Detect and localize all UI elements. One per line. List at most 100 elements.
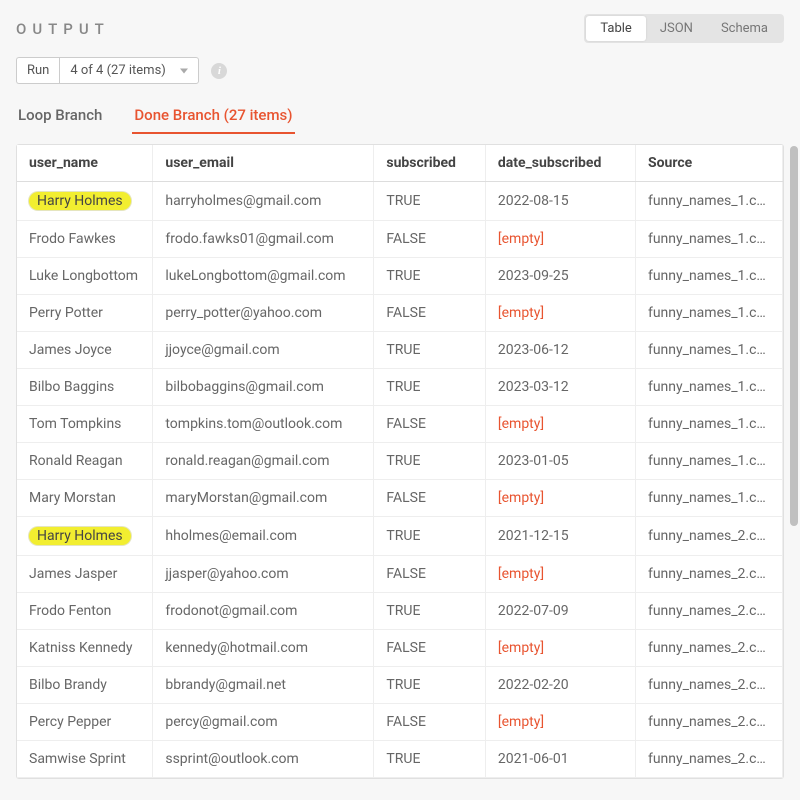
cell-subscribed: FALSE [374, 406, 486, 443]
cell-source: funny_names_2.csv [635, 741, 782, 778]
cell-date-subscribed: 2022-08-15 [485, 182, 635, 221]
cell-subscribed: TRUE [374, 517, 486, 556]
cell-user-name: Luke Longbottom [17, 258, 153, 295]
cell-subscribed: FALSE [374, 704, 486, 741]
cell-source: funny_names_1.csv [635, 332, 782, 369]
scrollbar[interactable] [788, 144, 798, 789]
empty-value: [empty] [498, 305, 544, 321]
cell-source: funny_names_1.csv [635, 258, 782, 295]
cell-user-email: jjasper@yahoo.com [153, 556, 374, 593]
table-row[interactable]: Ronald Reaganronald.reagan@gmail.comTRUE… [17, 443, 783, 480]
tab-loop-branch[interactable]: Loop Branch [16, 100, 104, 134]
cell-user-email: perry_potter@yahoo.com [153, 295, 374, 332]
view-mode-schema[interactable]: Schema [707, 16, 782, 41]
run-select[interactable]: 4 of 4 (27 items) [59, 57, 199, 84]
cell-user-email: jjoyce@gmail.com [153, 332, 374, 369]
cell-source: funny_names_2.csv [635, 517, 782, 556]
view-mode-table[interactable]: Table [586, 16, 645, 41]
cell-date-subscribed: 2023-09-25 [485, 258, 635, 295]
column-header-user_email[interactable]: user_email [153, 145, 374, 182]
table-row[interactable]: Bilbo Brandybbrandy@gmail.netTRUE2022-02… [17, 667, 783, 704]
empty-value: [empty] [498, 714, 544, 730]
table-row[interactable]: Tom Tompkinstompkins.tom@outlook.comFALS… [17, 406, 783, 443]
cell-user-name: Samwise Sprint [17, 741, 153, 778]
cell-source: funny_names_2.csv [635, 556, 782, 593]
cell-user-email: tompkins.tom@outlook.com [153, 406, 374, 443]
cell-user-name: Tom Tompkins [17, 406, 153, 443]
empty-value: [empty] [498, 416, 544, 432]
cell-date-subscribed: [empty] [485, 406, 635, 443]
column-header-date_subscribed[interactable]: date_subscribed [485, 145, 635, 182]
cell-source: funny_names_2.csv [635, 704, 782, 741]
column-header-subscribed[interactable]: subscribed [374, 145, 486, 182]
cell-user-name: Bilbo Baggins [17, 369, 153, 406]
run-select-value: 4 of 4 (27 items) [70, 63, 165, 78]
empty-value: [empty] [498, 490, 544, 506]
cell-user-name: Ronald Reagan [17, 443, 153, 480]
cell-source: funny_names_2.csv [635, 667, 782, 704]
view-mode-json[interactable]: JSON [646, 16, 707, 41]
column-header-user_name[interactable]: user_name [17, 145, 153, 182]
highlighted-name: Harry Holmes [29, 192, 131, 210]
cell-subscribed: TRUE [374, 593, 486, 630]
cell-user-name: Harry Holmes [17, 517, 153, 556]
empty-value: [empty] [498, 640, 544, 656]
branch-tabs: Loop Branch Done Branch (27 items) [16, 100, 784, 134]
table-row[interactable]: James Joycejjoyce@gmail.comTRUE2023-06-1… [17, 332, 783, 369]
cell-user-email: maryMorstan@gmail.com [153, 480, 374, 517]
table-row[interactable]: Bilbo Bagginsbilbobaggins@gmail.comTRUE2… [17, 369, 783, 406]
table-row[interactable]: Percy Pepperpercy@gmail.comFALSE[empty]f… [17, 704, 783, 741]
cell-user-email: kennedy@hotmail.com [153, 630, 374, 667]
table-row[interactable]: James Jasperjjasper@yahoo.comFALSE [empty… [17, 556, 783, 593]
table-row[interactable]: Luke LongbottomlukeLongbottom@gmail.comT… [17, 258, 783, 295]
run-button[interactable]: Run [16, 57, 59, 84]
cell-user-name: Frodo Fenton [17, 593, 153, 630]
tab-done-branch-27-items[interactable]: Done Branch (27 items) [132, 100, 294, 134]
table-row[interactable]: Frodo Fawkesfrodo.fawks01@gmail.comFALSE… [17, 221, 783, 258]
cell-user-email: ssprint@outlook.com [153, 741, 374, 778]
cell-source: funny_names_2.csv [635, 593, 782, 630]
cell-date-subscribed: 2021-12-15 [485, 517, 635, 556]
cell-subscribed: TRUE [374, 741, 486, 778]
cell-subscribed: TRUE [374, 332, 486, 369]
cell-subscribed: FALSE [374, 630, 486, 667]
cell-subscribed: TRUE [374, 443, 486, 480]
cell-user-email: bbrandy@gmail.net [153, 667, 374, 704]
cell-date-subscribed: 2022-07-09 [485, 593, 635, 630]
cell-subscribed: TRUE [374, 369, 486, 406]
cell-date-subscribed: [empty] [485, 630, 635, 667]
table-row[interactable]: Perry Potterperry_potter@yahoo.comFALSE[… [17, 295, 783, 332]
cell-user-name: Frodo Fawkes [17, 221, 153, 258]
cell-source: funny_names_2.csv [635, 630, 782, 667]
table-row[interactable]: Harry Holmesharryholmes@gmail.comTRUE202… [17, 182, 783, 221]
cell-user-email: ronald.reagan@gmail.com [153, 443, 374, 480]
cell-user-name: Bilbo Brandy [17, 667, 153, 704]
cell-date-subscribed: [empty] [485, 295, 635, 332]
cell-date-subscribed: 2023-01-05 [485, 443, 635, 480]
cell-date-subscribed: 2023-06-12 [485, 332, 635, 369]
cell-user-name: James Jasper [17, 556, 153, 593]
cell-subscribed: FALSE [374, 480, 486, 517]
cell-subscribed: FALSE [374, 295, 486, 332]
info-icon[interactable]: i [211, 63, 227, 79]
empty-value: [empty] [498, 566, 544, 582]
view-mode-toggle: TableJSONSchema [584, 14, 784, 43]
table-row[interactable]: Harry Holmeshholmes@email.comTRUE2021-12… [17, 517, 783, 556]
table-row[interactable]: Mary MorstanmaryMorstan@gmail.comFALSE[e… [17, 480, 783, 517]
cell-user-email: frodonot@gmail.com [153, 593, 374, 630]
cell-date-subscribed: [empty] [485, 556, 635, 593]
column-header-source[interactable]: Source [635, 145, 782, 182]
cell-subscribed: FALSE [374, 556, 486, 593]
cell-source: funny_names_1.csv [635, 369, 782, 406]
scrollbar-thumb[interactable] [790, 146, 798, 526]
table-row[interactable]: Frodo Fentonfrodonot@gmail.comTRUE2022-0… [17, 593, 783, 630]
cell-user-email: bilbobaggins@gmail.com [153, 369, 374, 406]
cell-date-subscribed: 2023-03-12 [485, 369, 635, 406]
cell-date-subscribed: 2022-02-20 [485, 667, 635, 704]
cell-user-name: Harry Holmes [17, 182, 153, 221]
cell-subscribed: FALSE [374, 221, 486, 258]
cell-date-subscribed: 2021-06-01 [485, 741, 635, 778]
table-row[interactable]: Katniss Kennedykennedy@hotmail.comFALSE[… [17, 630, 783, 667]
cell-user-email: lukeLongbottom@gmail.com [153, 258, 374, 295]
table-row[interactable]: Samwise Sprintssprint@outlook.comTRUE202… [17, 741, 783, 778]
